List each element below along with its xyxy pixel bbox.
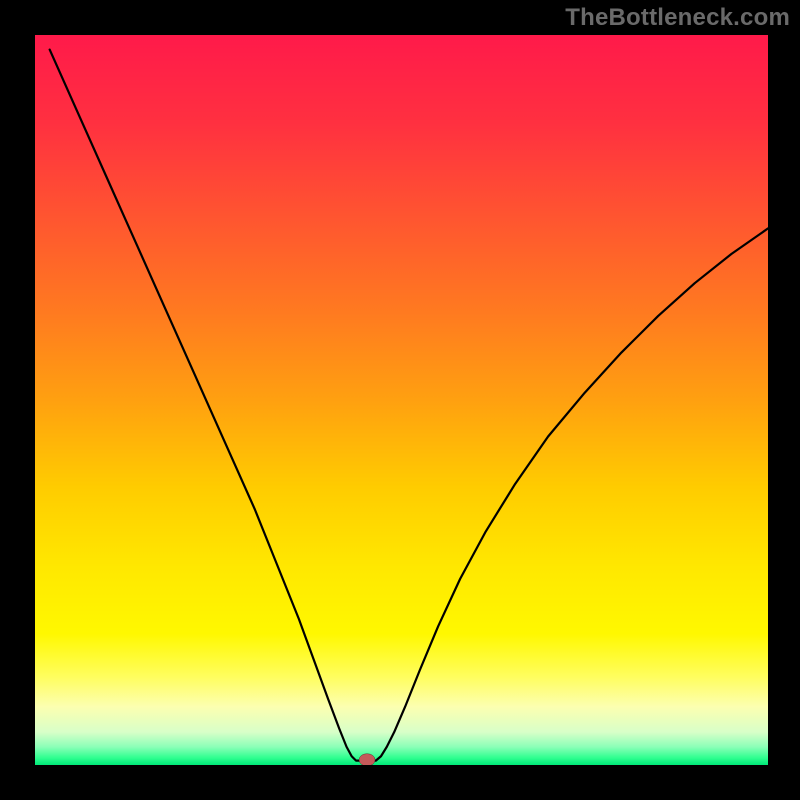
bottleneck-chart-svg <box>35 35 768 765</box>
optimal-point-marker <box>359 754 375 765</box>
chart-stage: TheBottleneck.com <box>0 0 800 800</box>
gradient-background <box>35 35 768 765</box>
watermark-text: TheBottleneck.com <box>565 4 790 32</box>
plot-area <box>35 35 768 765</box>
